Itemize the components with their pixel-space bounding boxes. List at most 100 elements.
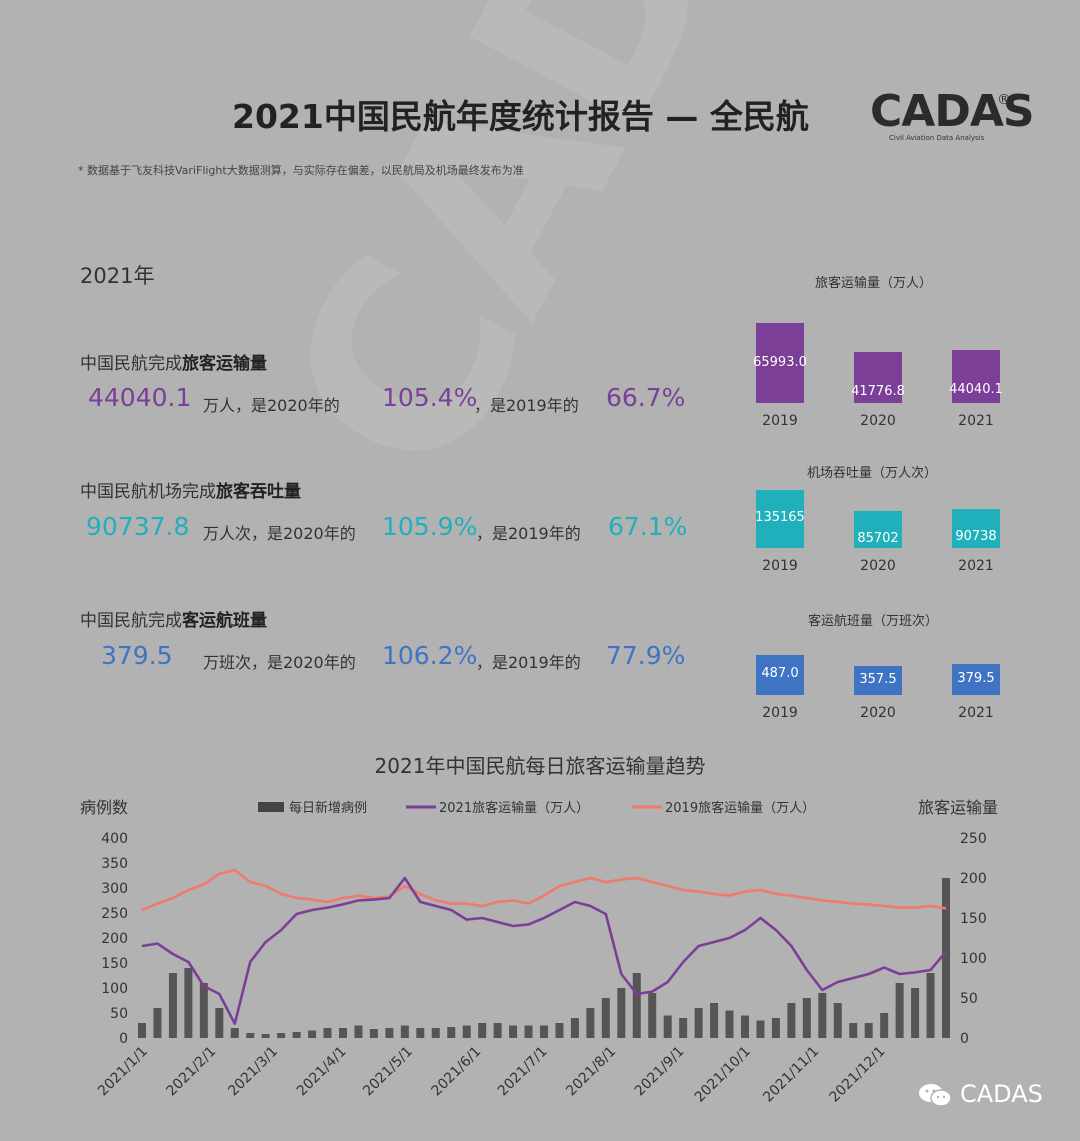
y-tick-left: 50 (110, 1006, 128, 1022)
stat-mid-text: ，是2019年的 (476, 524, 581, 543)
stat-label-prefix: 中国民航机场完成 (80, 482, 216, 502)
stat-vs-2020: 105.9% (382, 512, 478, 541)
x-tick-label: 2021/6/1 (429, 1044, 485, 1100)
wechat-account-name: CADAS (960, 1080, 1043, 1108)
mini-bar-value-label: 41776.8 (851, 384, 905, 399)
legend-label: 2021旅客运输量（万人） (439, 800, 589, 816)
mini-bar-2020 (854, 352, 902, 403)
mini-bar-2021 (952, 509, 1000, 548)
case-bar (601, 998, 610, 1038)
y-tick-right: 0 (960, 1031, 969, 1047)
legend-label: 2019旅客运输量（万人） (665, 800, 815, 816)
page-title: 2021中国民航年度统计报告 — 全民航 (232, 97, 809, 136)
stat-mid-text: ，是2019年的 (474, 396, 579, 415)
case-bar (663, 1015, 672, 1038)
mini-bar-2019 (756, 490, 804, 548)
disclaimer: * 数据基于飞友科技VariFlight大数据测算，与实际存在偏差，以民航局及机… (78, 164, 524, 177)
mini-year-label: 2020 (860, 558, 896, 574)
wechat-brand: CADAS (918, 1080, 1043, 1108)
trend-chart: 病例数 旅客运输量 每日新增病例 2021旅客运输量（万人） 2019旅客运输量（万人）… (80, 798, 998, 1106)
y-tick-right: 50 (960, 991, 978, 1007)
case-bar (493, 1023, 502, 1038)
case-bar (632, 973, 641, 1038)
mini-bar-value-label: 65993.0 (753, 355, 807, 370)
mini-year-label: 2021 (958, 705, 994, 721)
case-bar (509, 1025, 518, 1038)
stat-label-bold: 客运航班量 (182, 611, 267, 631)
y-tick-right: 200 (960, 871, 987, 887)
case-bar (787, 1003, 796, 1038)
case-bar (524, 1025, 533, 1038)
case-bar (818, 993, 827, 1038)
case-bar (679, 1018, 688, 1038)
stat-vs-2020: 106.2% (382, 641, 478, 670)
case-bar (369, 1029, 378, 1038)
mini-bar-value-label: 85702 (857, 531, 899, 546)
case-bar (617, 988, 626, 1038)
mini-year-label: 2021 (958, 558, 994, 574)
case-bar (555, 1023, 564, 1038)
case-bar (138, 1023, 146, 1038)
case-bar (880, 1013, 889, 1038)
x-tick-label: 2021/5/1 (360, 1044, 416, 1100)
legend-swatch (258, 802, 284, 812)
case-bar (725, 1010, 734, 1038)
cadas-logo: CADAS ® (870, 86, 1035, 137)
mini-year-label: 2019 (762, 558, 798, 574)
stat-mid-text: ，是2019年的 (476, 653, 581, 672)
y-tick-right: 250 (960, 831, 987, 847)
y-tick-left: 400 (101, 831, 128, 847)
x-tick-label: 2021/2/1 (164, 1044, 220, 1100)
case-bar (833, 1003, 842, 1038)
stat-unit-text: 万班次，是2020年的 (203, 653, 356, 672)
logo-text: CADAS (870, 86, 1035, 137)
case-bar (416, 1028, 425, 1038)
y-tick-left: 100 (101, 981, 128, 997)
mini-bar-value-label: 90738 (955, 529, 997, 544)
y-tick-left: 0 (119, 1031, 128, 1047)
y-tick-right: 150 (960, 911, 987, 927)
case-bar (246, 1033, 255, 1038)
case-bar (802, 998, 811, 1038)
x-tick-label: 2021/7/1 (495, 1044, 551, 1100)
case-bar (447, 1027, 456, 1038)
case-bar (292, 1032, 301, 1038)
y-tick-right: 100 (960, 951, 987, 967)
wechat-icon (919, 1084, 952, 1107)
stat-vs-2019: 77.9% (606, 641, 686, 670)
case-bar (199, 983, 208, 1038)
x-tick-label: 2021/1/1 (95, 1044, 151, 1100)
mini-bar-value-label: 357.5 (859, 671, 897, 687)
case-bar (215, 1008, 224, 1038)
stat-value: 44040.1 (88, 383, 192, 412)
case-bar (339, 1028, 347, 1038)
mini-year-label: 2021 (958, 413, 994, 429)
stat-label: 中国民航完成旅客运输量 (80, 349, 267, 374)
mini-bar-value-label: 135165 (755, 510, 805, 525)
logo-registered-mark: ® (997, 92, 1011, 108)
case-bar (895, 983, 904, 1038)
case-bar (431, 1028, 440, 1038)
mini-chart-title: 旅客运输量（万人） (815, 276, 933, 291)
stat-label-bold: 旅客吞吐量 (216, 482, 301, 502)
case-bar (926, 973, 935, 1038)
case-bar (540, 1025, 548, 1038)
mini-bar-2019 (756, 655, 804, 695)
mini-bar-2021 (952, 350, 1000, 403)
y-tick-left: 300 (101, 881, 128, 897)
year-label: 2021年 (80, 264, 155, 288)
stat-label: 中国民航机场完成旅客吞吐量 (80, 477, 301, 502)
case-bar (400, 1025, 409, 1038)
case-bar (648, 993, 657, 1038)
case-bar (710, 1003, 719, 1038)
case-bar (230, 1028, 239, 1038)
stat-label: 中国民航完成客运航班量 (80, 606, 267, 631)
y-axis-right-title: 旅客运输量 (918, 798, 998, 817)
case-bar (168, 973, 177, 1038)
mini-year-label: 2020 (860, 705, 896, 721)
mini-chart-title: 机场吞吐量（万人次） (807, 466, 938, 481)
x-tick-label: 2021/3/1 (225, 1044, 281, 1100)
mini-bar-value-label: 44040.1 (949, 382, 1003, 397)
case-bar (849, 1023, 858, 1038)
line-2021-passengers (141, 876, 947, 1025)
